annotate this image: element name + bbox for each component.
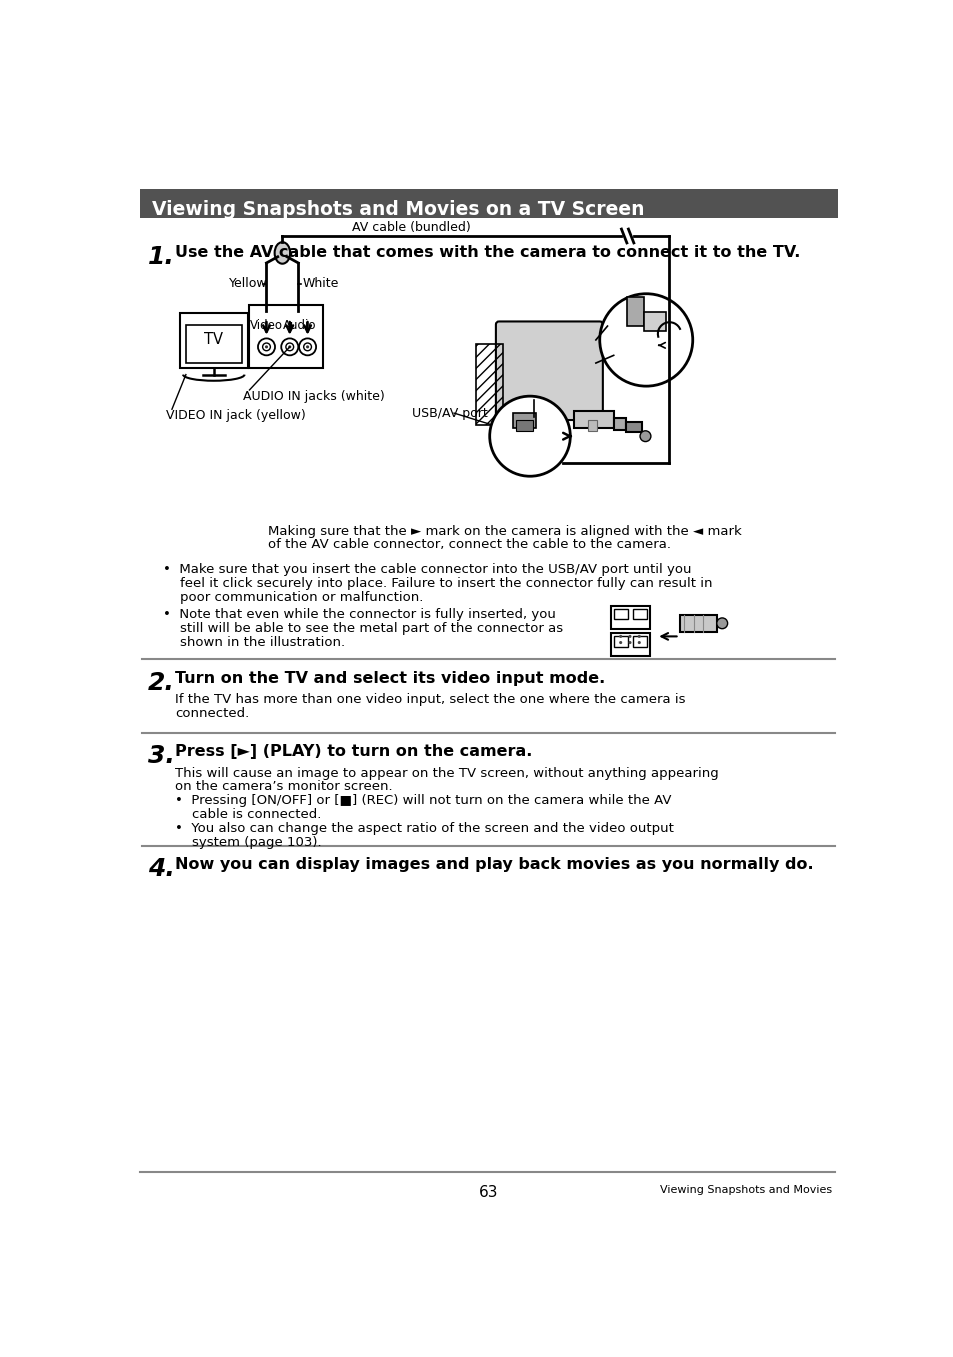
Text: Turn on the TV and select its video input mode.: Turn on the TV and select its video inpu…: [174, 672, 604, 687]
Text: If the TV has more than one video input, select the one where the camera is: If the TV has more than one video input,…: [174, 693, 685, 707]
Text: •  Pressing [ON/OFF] or [■] (REC) will not turn on the camera while the AV: • Pressing [ON/OFF] or [■] (REC) will no…: [174, 794, 671, 807]
Bar: [611, 605, 649, 628]
Text: 2.: 2.: [148, 672, 174, 695]
Text: Yellow: Yellow: [229, 277, 268, 290]
Circle shape: [281, 338, 298, 356]
Circle shape: [303, 343, 311, 350]
Circle shape: [265, 345, 268, 349]
Circle shape: [288, 345, 291, 349]
Text: Viewing Snapshots and Movies: Viewing Snapshots and Movies: [659, 1186, 831, 1196]
Bar: [513, 413, 536, 429]
Text: VIDEO IN jack (yellow): VIDEO IN jack (yellow): [166, 410, 305, 422]
Circle shape: [618, 635, 621, 638]
Bar: [679, 615, 716, 632]
Text: shown in the illustration.: shown in the illustration.: [163, 635, 345, 649]
Circle shape: [618, 641, 621, 645]
Bar: [626, 297, 643, 326]
Circle shape: [306, 345, 309, 349]
Bar: [614, 609, 628, 619]
Text: TV: TV: [204, 331, 223, 346]
Text: connected.: connected.: [174, 707, 249, 721]
Bar: [614, 636, 628, 647]
Text: poor communication or malfunction.: poor communication or malfunction.: [163, 590, 423, 604]
Text: Audio: Audio: [283, 319, 316, 332]
Text: still will be able to see the metal part of the connector as: still will be able to see the metal part…: [163, 622, 563, 635]
Text: system (page 103).: system (page 103).: [174, 836, 321, 849]
Circle shape: [257, 338, 274, 356]
Text: •  Make sure that you insert the cable connector into the USB/AV port until you: • Make sure that you insert the cable co…: [163, 563, 691, 577]
Text: 3.: 3.: [148, 744, 174, 768]
Text: •  Note that even while the connector is fully inserted, you: • Note that even while the connector is …: [163, 608, 556, 622]
Text: on the camera’s monitor screen.: on the camera’s monitor screen.: [174, 780, 393, 794]
FancyBboxPatch shape: [496, 322, 602, 421]
Text: AUDIO IN jacks (white): AUDIO IN jacks (white): [243, 389, 385, 403]
Text: •  You also can change the aspect ratio of the screen and the video output: • You also can change the aspect ratio o…: [174, 822, 673, 835]
Text: USB/AV port: USB/AV port: [412, 407, 487, 419]
Text: 4.: 4.: [148, 858, 174, 882]
Text: Video: Video: [250, 319, 283, 332]
Circle shape: [298, 338, 315, 356]
Text: 63: 63: [478, 1186, 498, 1201]
Bar: [249, 305, 323, 369]
Bar: [625, 422, 641, 432]
Circle shape: [599, 293, 692, 387]
Text: This will cause an image to appear on the TV screen, without anything appearing: This will cause an image to appear on th…: [174, 767, 718, 779]
Bar: [633, 636, 646, 647]
Circle shape: [637, 641, 640, 645]
Circle shape: [628, 641, 631, 645]
Circle shape: [637, 635, 640, 638]
Text: feel it click securely into place. Failure to insert the connector fully can res: feel it click securely into place. Failu…: [163, 577, 712, 590]
Circle shape: [286, 343, 294, 350]
Bar: [633, 609, 646, 619]
Circle shape: [628, 635, 631, 638]
Bar: [643, 312, 665, 331]
Circle shape: [716, 617, 727, 628]
Text: Now you can display images and play back movies as you normally do.: Now you can display images and play back…: [174, 858, 813, 873]
Circle shape: [639, 430, 650, 441]
Bar: [140, 189, 837, 218]
Circle shape: [262, 343, 270, 350]
Bar: [186, 324, 241, 364]
Bar: [587, 421, 597, 430]
Text: Use the AV cable that comes with the camera to connect it to the TV.: Use the AV cable that comes with the cam…: [174, 246, 800, 261]
Text: White: White: [302, 277, 338, 290]
Bar: [516, 421, 533, 430]
Circle shape: [489, 396, 570, 476]
Text: cable is connected.: cable is connected.: [174, 809, 321, 821]
Text: of the AV cable connector, connect the cable to the camera.: of the AV cable connector, connect the c…: [268, 537, 670, 551]
Ellipse shape: [274, 242, 290, 263]
Bar: [476, 343, 502, 425]
Bar: [614, 418, 625, 430]
Bar: [611, 632, 649, 655]
Text: AV cable (bundled): AV cable (bundled): [352, 221, 471, 233]
Text: 1.: 1.: [148, 246, 174, 269]
Text: Press [►] (PLAY) to turn on the camera.: Press [►] (PLAY) to turn on the camera.: [174, 744, 532, 759]
Bar: [574, 411, 614, 427]
Text: Making sure that the ► mark on the camera is aligned with the ◄ mark: Making sure that the ► mark on the camer…: [268, 525, 741, 537]
Bar: [179, 313, 248, 369]
Text: Viewing Snapshots and Movies on a TV Screen: Viewing Snapshots and Movies on a TV Scr…: [152, 199, 643, 218]
